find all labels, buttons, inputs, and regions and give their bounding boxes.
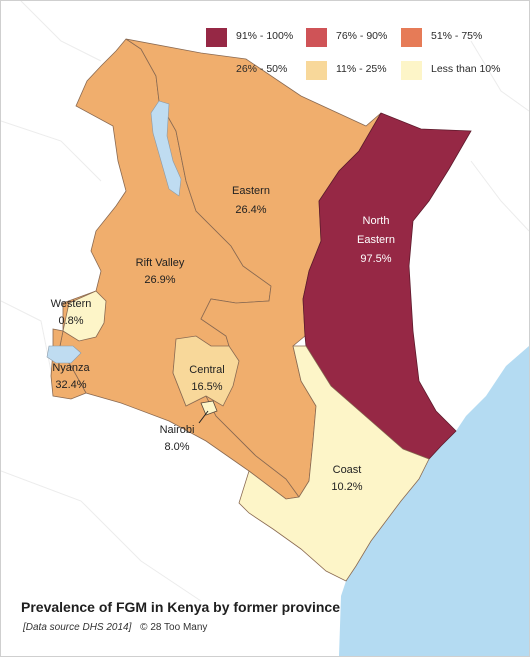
legend-label: 51% - 75% [431, 30, 483, 42]
province-nairobi[interactable] [200, 400, 218, 416]
indian-ocean [339, 346, 529, 656]
eastern-name: Eastern [232, 185, 270, 197]
label-nairobi: Nairobi 8.0% [147, 423, 207, 455]
province-central[interactable] [172, 335, 240, 407]
label-central: Central 16.5% [177, 363, 237, 395]
legend-label: 91% - 100% [236, 30, 294, 42]
label-eastern: Eastern 26.4% [221, 184, 281, 218]
label-nyanza: Nyanza 32.4% [41, 361, 101, 393]
north-eastern-name-line1: North [362, 215, 390, 227]
legend-swatch [401, 61, 422, 80]
province-western[interactable] [62, 290, 107, 342]
rift-valley-name: Rift Valley [135, 257, 185, 269]
nairobi-name: Nairobi [159, 424, 195, 436]
map-title: Prevalence of FGM in Kenya by former pro… [21, 599, 340, 615]
legend-swatch [306, 28, 327, 47]
label-western: Western 0.8% [41, 297, 101, 329]
nyanza-name: Nyanza [52, 362, 90, 374]
coast-value: 10.2% [331, 481, 363, 493]
nyanza-value: 32.4% [55, 379, 87, 391]
label-rift-valley: Rift Valley 26.9% [125, 256, 195, 288]
data-source: [Data source DHS 2014] [23, 622, 132, 633]
legend-swatch [306, 61, 327, 80]
legend-label: 11% - 25% [336, 63, 387, 75]
eastern-value: 26.4% [235, 204, 267, 216]
north-eastern-name-line2: Eastern [357, 234, 395, 246]
map-source: [Data source DHS 2014] © 28 Too Many [23, 622, 207, 633]
lake-turkana [150, 100, 182, 197]
legend-swatch [401, 28, 422, 47]
western-value: 0.8% [58, 315, 84, 327]
central-name: Central [189, 364, 225, 376]
nairobi-leader-line [198, 410, 209, 424]
legend-swatch [206, 61, 227, 80]
rift-valley-value: 26.9% [144, 274, 176, 286]
lake-victoria [46, 345, 82, 364]
central-value: 16.5% [191, 381, 223, 393]
label-coast: Coast 10.2% [317, 463, 377, 495]
coast-name: Coast [332, 464, 362, 476]
north-eastern-value: 97.5% [360, 253, 392, 265]
legend-label: 26% - 50% [236, 63, 288, 75]
background-boundaries [1, 1, 529, 602]
legend: 91% - 100% 76% - 90% 51% - 75% 26% - 50%… [206, 28, 526, 84]
legend-swatch [206, 28, 227, 47]
nairobi-value: 8.0% [164, 441, 190, 453]
legend-label: 76% - 90% [336, 30, 388, 42]
label-north-eastern: North Eastern 97.5% [346, 214, 406, 267]
western-name: Western [50, 298, 92, 310]
legend-label: Less than 10% [431, 63, 501, 75]
credit: © 28 Too Many [140, 622, 208, 633]
province-coast[interactable] [238, 345, 430, 582]
